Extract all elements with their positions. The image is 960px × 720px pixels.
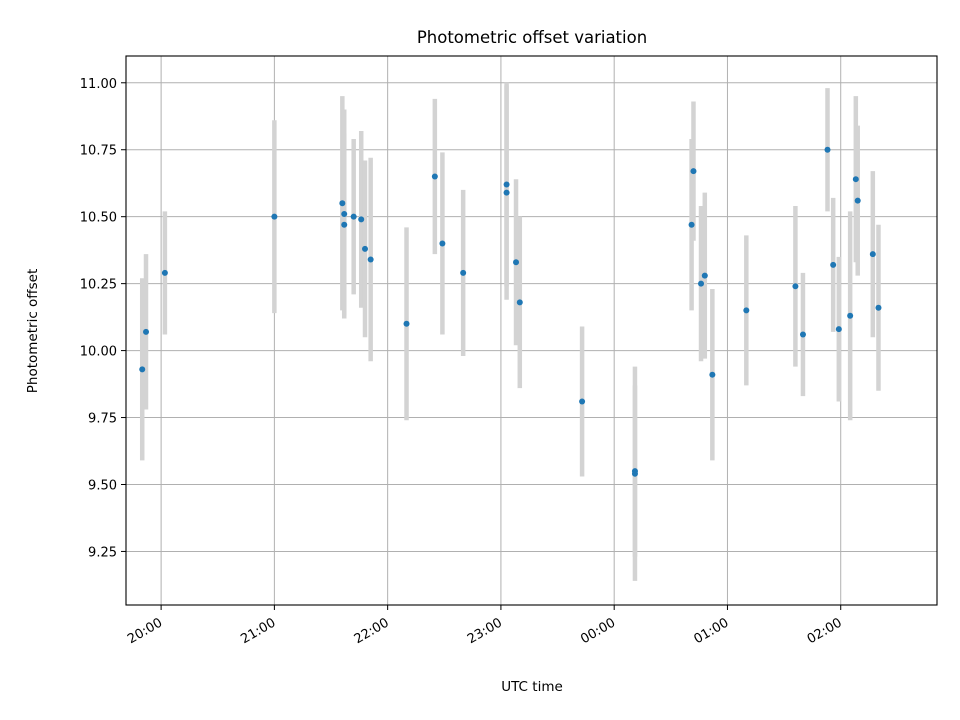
data-point <box>350 213 357 220</box>
data-point <box>367 256 374 263</box>
y-tick-label: 10.75 <box>80 144 117 159</box>
data-point <box>513 259 520 266</box>
data-point <box>439 240 446 247</box>
data-point <box>516 299 523 306</box>
data-point <box>271 213 278 220</box>
data-point <box>503 189 510 196</box>
y-tick-label: 10.50 <box>80 211 117 226</box>
y-tick-label: 10.00 <box>80 345 117 360</box>
y-axis-ticks: 9.25 9.50 9.75 10.00 10.25 10.50 10.75 11.00 <box>80 77 126 560</box>
data-point <box>339 200 346 207</box>
data-point <box>709 371 716 378</box>
data-point <box>835 326 842 333</box>
data-point <box>403 320 410 327</box>
y-tick-label: 9.25 <box>88 545 117 560</box>
y-tick-label: 9.75 <box>88 412 117 427</box>
data-point <box>792 283 799 290</box>
data-point <box>869 251 876 258</box>
data-point <box>631 470 638 477</box>
data-point <box>688 221 695 228</box>
data-point <box>161 269 168 276</box>
data-point <box>830 261 837 268</box>
data-point <box>743 307 750 314</box>
plot-frame <box>125 55 938 606</box>
data-point <box>460 269 467 276</box>
data-point <box>852 176 859 183</box>
data-points <box>139 146 882 477</box>
y-axis-label: Photometric offset <box>25 269 41 393</box>
data-point <box>875 304 882 311</box>
data-point <box>824 146 831 153</box>
y-tick-label: 9.50 <box>88 478 117 493</box>
data-point <box>341 211 348 218</box>
y-tick-label: 10.25 <box>80 278 117 293</box>
data-point <box>341 221 348 228</box>
data-point <box>847 312 854 319</box>
x-axis-label: UTC time <box>501 679 563 695</box>
chart-title: Photometric offset variation <box>417 28 647 47</box>
data-point <box>361 245 368 252</box>
data-point <box>579 398 586 405</box>
data-point <box>503 181 510 188</box>
data-point <box>690 168 697 175</box>
data-point <box>854 197 861 204</box>
data-point <box>701 272 708 279</box>
data-point <box>431 173 438 180</box>
y-tick-label: 11.00 <box>80 77 117 92</box>
data-point <box>799 331 806 338</box>
data-point <box>139 366 146 373</box>
data-point <box>358 216 365 223</box>
data-point <box>698 280 705 287</box>
data-point <box>143 328 150 335</box>
